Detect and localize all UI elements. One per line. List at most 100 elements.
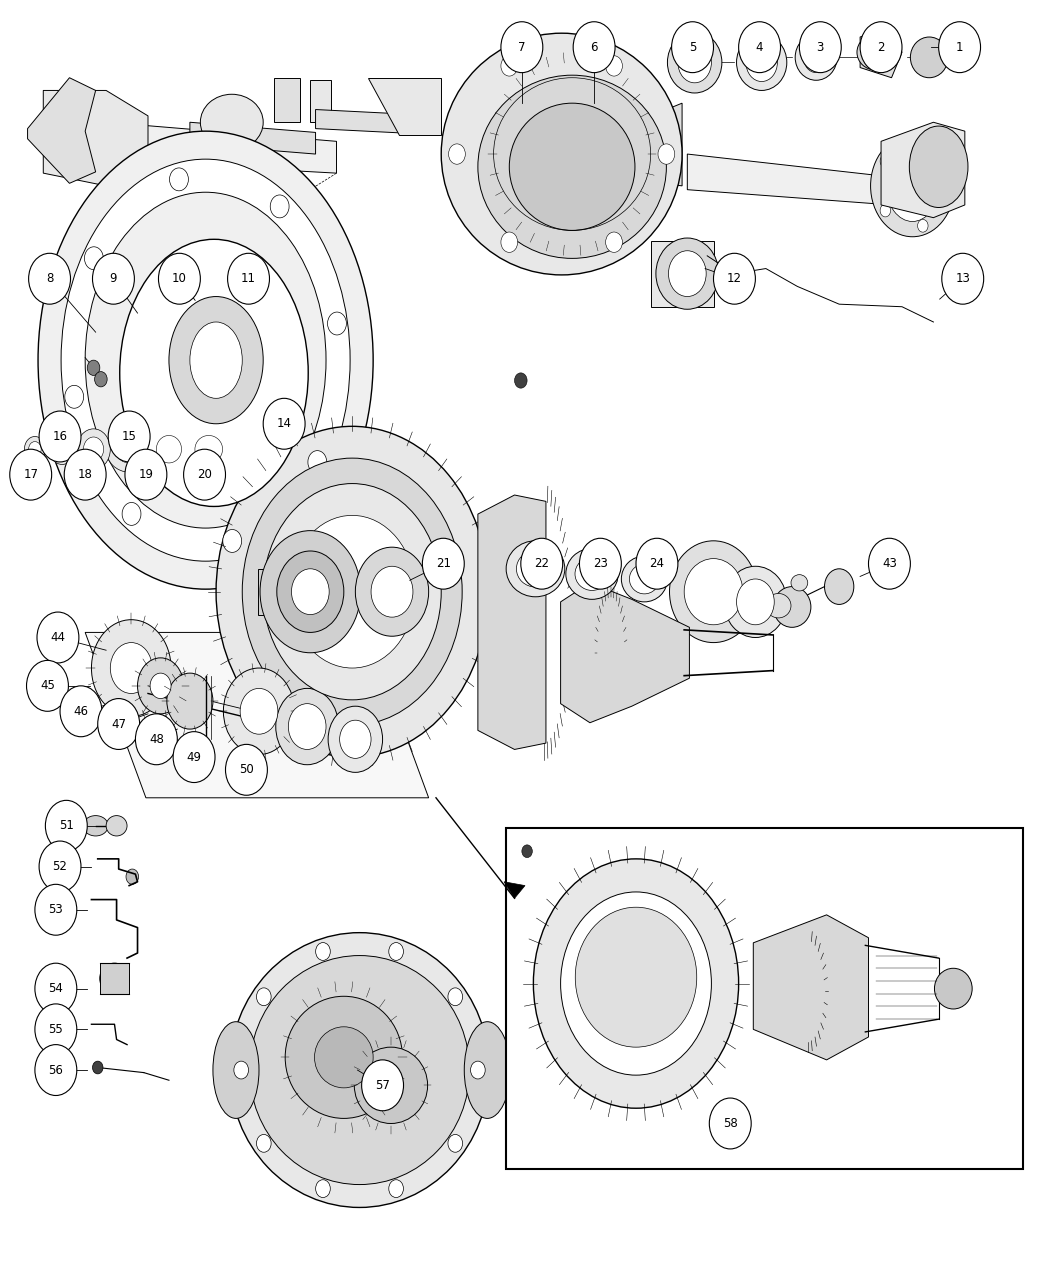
Text: 20: 20 (197, 468, 212, 481)
Polygon shape (190, 122, 316, 154)
Ellipse shape (138, 658, 184, 714)
Ellipse shape (656, 238, 719, 310)
Polygon shape (881, 122, 965, 218)
Ellipse shape (256, 988, 271, 1006)
Circle shape (942, 254, 984, 305)
Text: 23: 23 (593, 557, 608, 570)
Ellipse shape (289, 704, 327, 750)
Text: 55: 55 (48, 1023, 63, 1035)
Circle shape (173, 732, 215, 783)
Ellipse shape (880, 204, 890, 217)
Ellipse shape (478, 75, 667, 259)
Circle shape (35, 1044, 77, 1095)
Ellipse shape (803, 42, 828, 73)
Ellipse shape (167, 673, 213, 729)
Text: 2: 2 (878, 41, 885, 54)
Circle shape (39, 411, 81, 462)
Ellipse shape (354, 1047, 427, 1123)
Ellipse shape (126, 870, 139, 885)
Ellipse shape (150, 673, 171, 699)
Ellipse shape (216, 426, 488, 757)
Ellipse shape (234, 1061, 249, 1079)
Text: 5: 5 (689, 41, 696, 54)
Ellipse shape (270, 195, 289, 218)
Text: 53: 53 (48, 903, 63, 917)
Ellipse shape (658, 144, 675, 164)
Circle shape (135, 714, 177, 765)
Ellipse shape (886, 150, 939, 222)
Ellipse shape (292, 569, 329, 615)
Ellipse shape (795, 34, 837, 80)
Ellipse shape (223, 529, 242, 552)
Ellipse shape (918, 139, 928, 152)
Ellipse shape (441, 33, 682, 275)
Ellipse shape (909, 126, 968, 208)
Ellipse shape (509, 103, 635, 231)
Polygon shape (651, 241, 714, 307)
Ellipse shape (24, 436, 45, 462)
Ellipse shape (824, 569, 854, 604)
Polygon shape (274, 78, 300, 122)
Text: 15: 15 (122, 430, 136, 442)
Circle shape (573, 22, 615, 73)
Ellipse shape (606, 232, 623, 252)
Circle shape (39, 842, 81, 892)
Ellipse shape (201, 94, 264, 150)
Ellipse shape (870, 135, 954, 237)
Ellipse shape (224, 668, 295, 755)
Ellipse shape (110, 643, 152, 694)
Ellipse shape (148, 426, 190, 472)
Polygon shape (561, 583, 690, 723)
Polygon shape (368, 78, 441, 135)
Ellipse shape (308, 450, 327, 473)
Ellipse shape (669, 251, 707, 297)
Text: 50: 50 (239, 764, 254, 776)
Ellipse shape (213, 1021, 259, 1118)
Circle shape (501, 22, 543, 73)
Polygon shape (85, 632, 428, 798)
Circle shape (64, 449, 106, 500)
Ellipse shape (38, 131, 373, 589)
Ellipse shape (85, 193, 327, 528)
Circle shape (98, 699, 140, 750)
Ellipse shape (84, 247, 103, 270)
Polygon shape (316, 110, 441, 135)
Ellipse shape (629, 564, 659, 594)
Circle shape (939, 22, 981, 73)
Ellipse shape (606, 56, 623, 76)
Text: 45: 45 (40, 680, 55, 692)
Text: 18: 18 (78, 468, 92, 481)
Ellipse shape (339, 720, 371, 759)
Text: 6: 6 (590, 41, 597, 54)
Polygon shape (106, 122, 336, 173)
Ellipse shape (934, 968, 972, 1009)
Ellipse shape (195, 436, 223, 463)
Ellipse shape (857, 34, 895, 70)
Text: 58: 58 (722, 1117, 738, 1130)
Ellipse shape (514, 372, 527, 388)
Text: 48: 48 (149, 733, 164, 746)
Bar (258, 569, 316, 615)
Ellipse shape (256, 1135, 271, 1153)
Circle shape (868, 538, 910, 589)
Ellipse shape (773, 586, 811, 627)
Text: 16: 16 (52, 430, 67, 442)
Ellipse shape (910, 37, 948, 78)
Ellipse shape (77, 428, 110, 469)
Circle shape (9, 449, 51, 500)
Text: 19: 19 (139, 468, 153, 481)
Ellipse shape (190, 323, 243, 398)
Ellipse shape (230, 932, 489, 1207)
Text: 52: 52 (52, 861, 67, 873)
Ellipse shape (87, 360, 100, 375)
Ellipse shape (290, 515, 415, 668)
Circle shape (860, 22, 902, 73)
Ellipse shape (84, 437, 104, 462)
Text: 43: 43 (882, 557, 897, 570)
Ellipse shape (250, 955, 469, 1184)
Circle shape (580, 538, 622, 589)
Circle shape (125, 449, 167, 500)
Ellipse shape (243, 458, 462, 725)
Ellipse shape (276, 688, 338, 765)
Polygon shape (753, 915, 868, 1060)
